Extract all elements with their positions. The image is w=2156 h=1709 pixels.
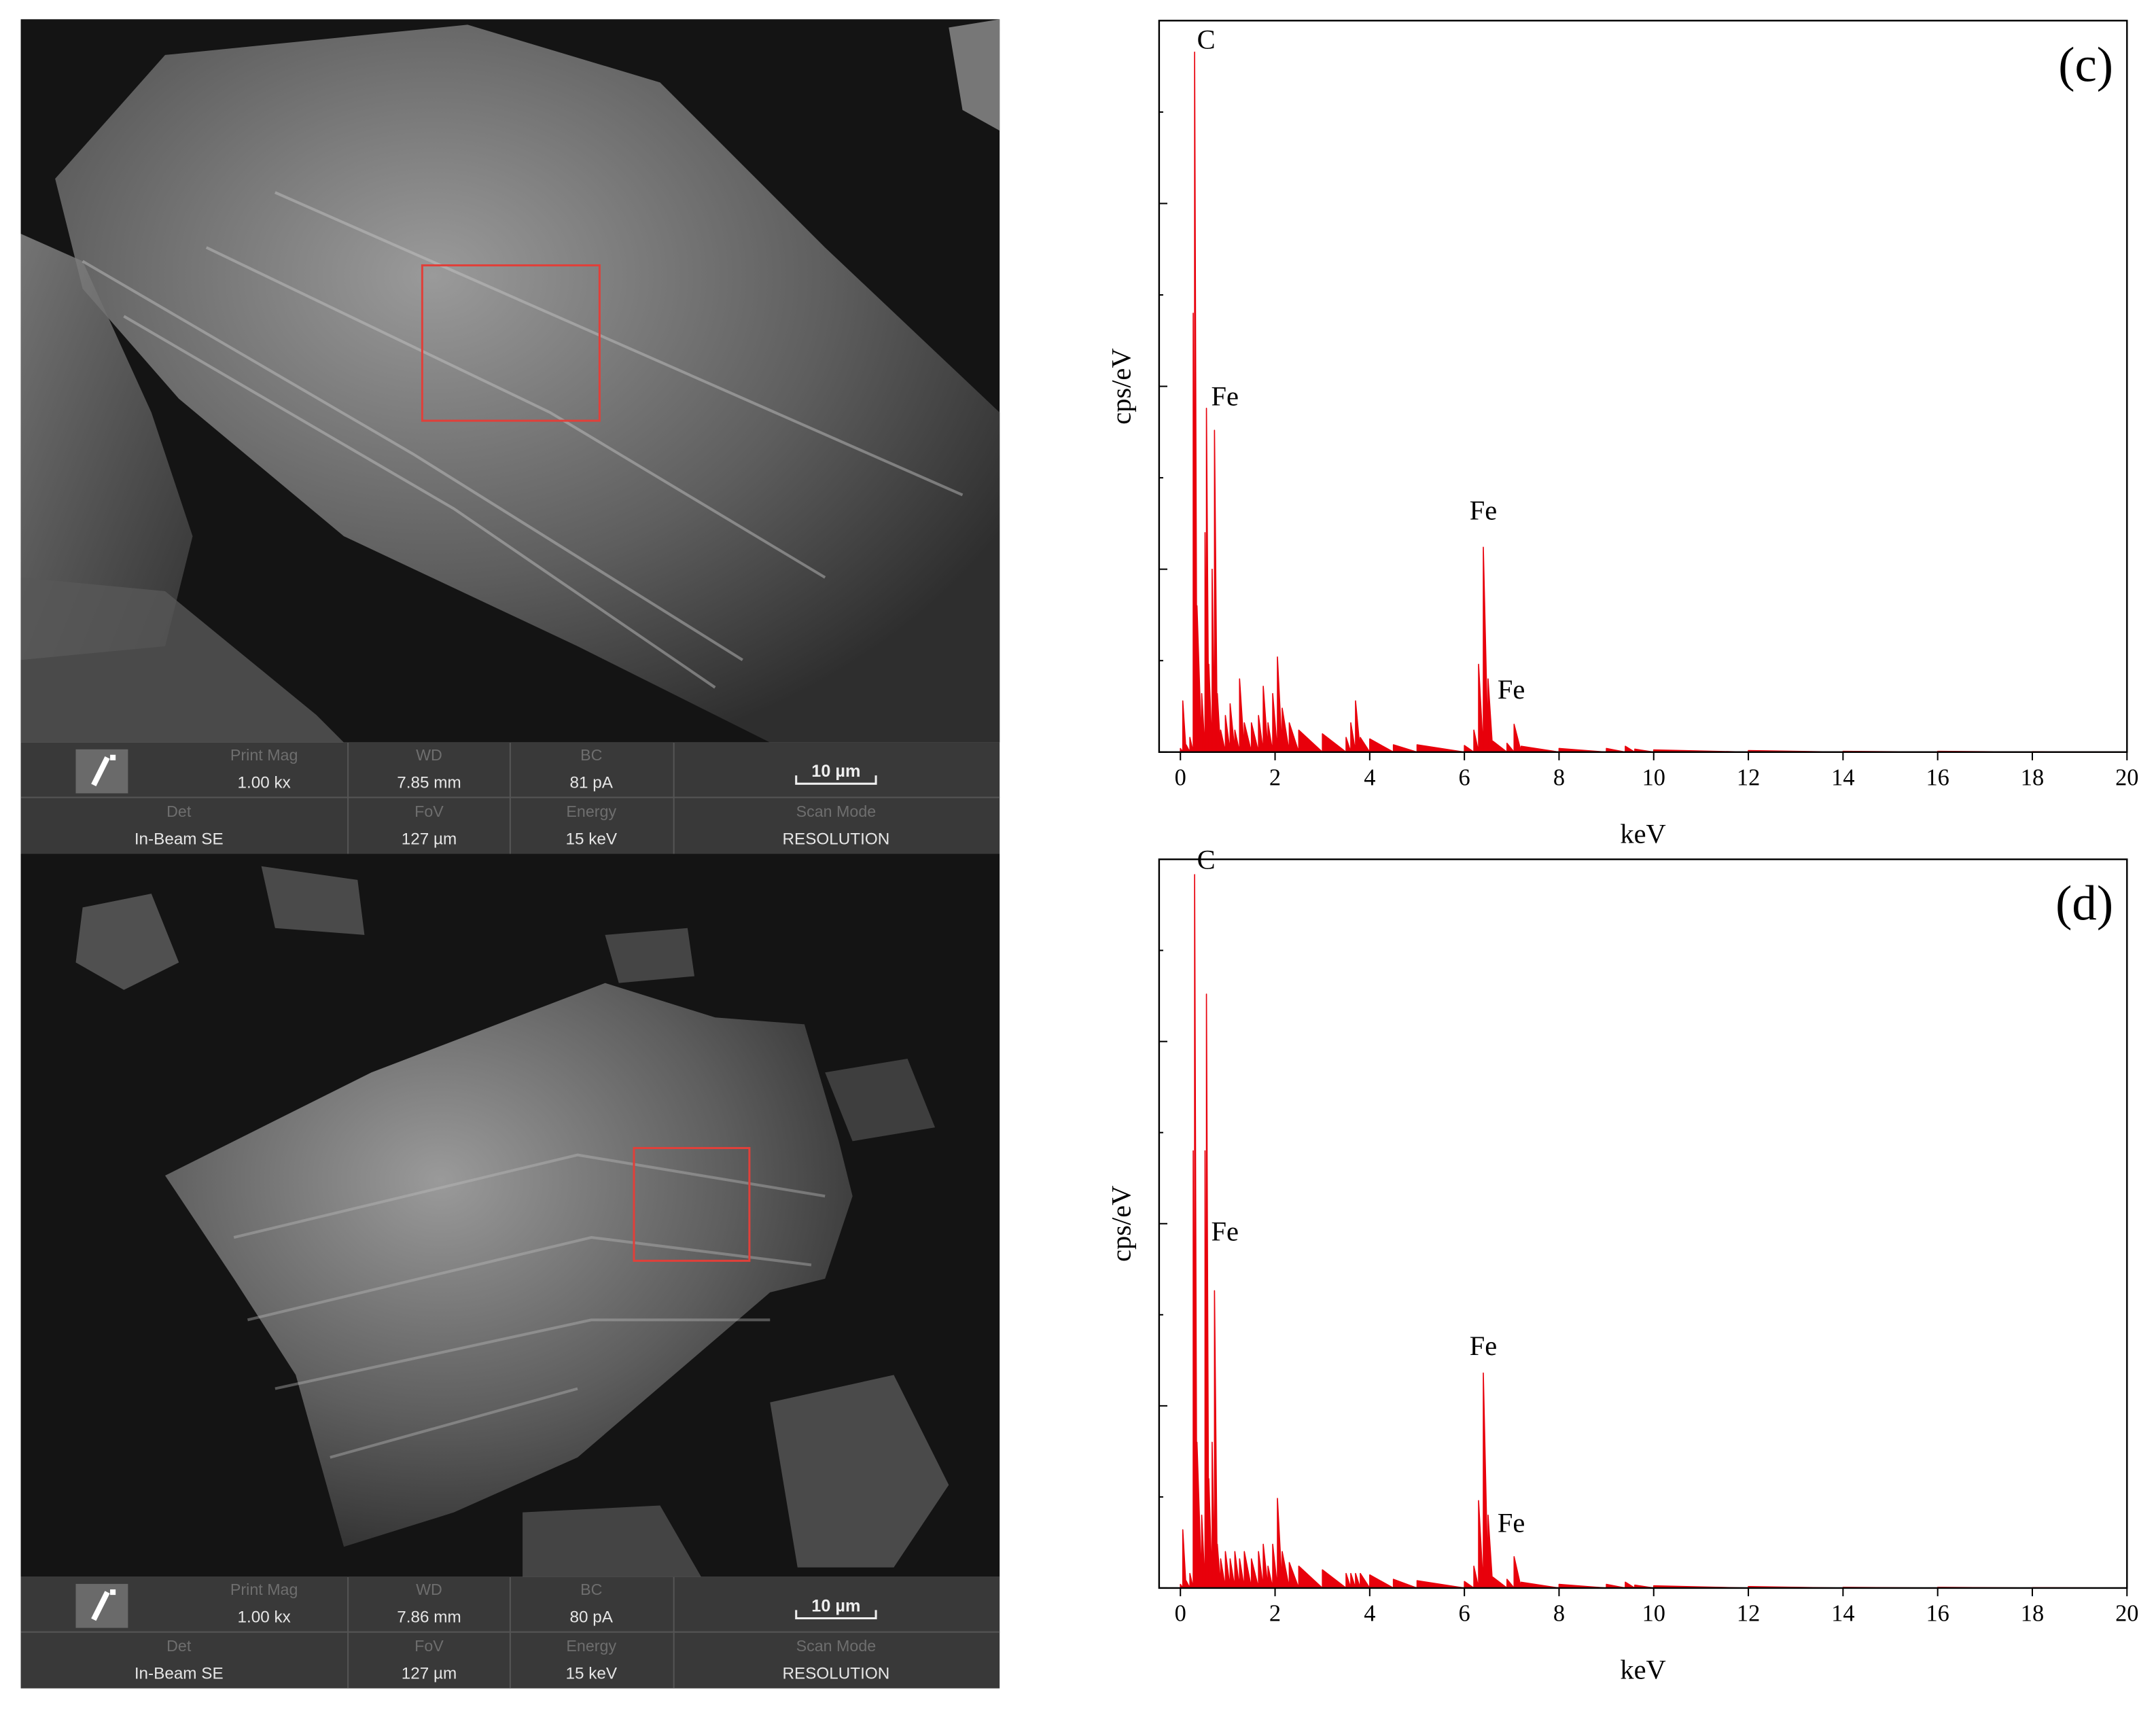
peak-label: C (1197, 24, 1216, 54)
info-label: FoV (414, 803, 444, 820)
x-tick-label: 18 (2021, 764, 2044, 790)
info-label: BC (580, 746, 602, 764)
info-value: 7.86 mm (397, 1608, 461, 1627)
x-tick-label: 14 (1831, 764, 1854, 790)
info-label: Energy (566, 803, 616, 820)
x-tick-label: 16 (1926, 1601, 1949, 1627)
info-value: RESOLUTION (783, 830, 890, 848)
x-tick-label: 6 (1459, 1601, 1470, 1627)
info-value: 81 pA (570, 773, 614, 792)
peak-label: Fe (1498, 1507, 1525, 1538)
info-label: Energy (566, 1637, 616, 1655)
x-tick-label: 0 (1175, 1601, 1186, 1627)
panel-label: (c) (2058, 37, 2113, 92)
x-tick-label: 0 (1175, 764, 1186, 790)
eds-chart: 0 2 4 6 8 10 12 14 16 18 20 keV cps/eV (c) C Fe Fe Fe (1106, 20, 2138, 849)
info-value: RESOLUTION (783, 1664, 890, 1682)
sem-info-bar: Print Mag 1.00 kx WD 7.85 mm BC 81 pA Det In-Be… (20, 742, 1000, 854)
x-tick-label: 2 (1269, 1601, 1281, 1627)
info-label: Det (166, 1637, 192, 1655)
peak-label: Fe (1211, 1216, 1238, 1246)
info-label: Print Mag (230, 1581, 298, 1598)
scale-bar (795, 775, 877, 785)
x-tick-label: 20 (2115, 764, 2138, 790)
panel-label: (d) (2055, 876, 2113, 931)
x-axis-label: keV (1620, 1654, 1665, 1685)
info-value: 1.00 kx (238, 1608, 291, 1627)
scale-bar (795, 1610, 877, 1619)
x-tick-label: 16 (1926, 764, 1949, 790)
info-label: WD (416, 1581, 442, 1598)
info-label: Scan Mode (796, 803, 877, 820)
info-label: Scan Mode (796, 1637, 877, 1655)
x-tick-label: 18 (2021, 1601, 2044, 1627)
plot-frame (1158, 20, 2128, 753)
logo-mark (91, 754, 116, 787)
logo-mark (91, 1589, 116, 1621)
x-tick-label: 6 (1459, 764, 1470, 790)
spectrum-area (1180, 874, 2128, 1589)
eds-chart: 0 2 4 6 8 10 12 14 16 18 20 keV cps/eV (d) C Fe Fe Fe (1106, 845, 2138, 1685)
y-axis-label: cps/eV (1106, 348, 1136, 424)
sem-image-b (20, 853, 1000, 1577)
x-tick-label: 12 (1737, 1601, 1760, 1627)
sem-image-a (20, 19, 1000, 743)
info-label: WD (416, 746, 442, 764)
x-tick-label: 8 (1553, 1601, 1565, 1627)
x-tick-label: 10 (1642, 764, 1665, 790)
x-tick-label: 4 (1364, 764, 1375, 790)
plot-frame (1158, 858, 2128, 1589)
peak-label: Fe (1470, 495, 1497, 525)
info-label: FoV (414, 1637, 444, 1655)
sem-info-bar: Print Mag 1.00 kx WD 7.86 mm BC 80 pA Det In-Be… (20, 1576, 1000, 1689)
info-label: Print Mag (230, 746, 298, 764)
x-axis-label: keV (1620, 818, 1665, 849)
info-value: 127 µm (402, 830, 457, 848)
x-tick-label: 14 (1831, 1601, 1854, 1627)
info-value: 7.85 mm (397, 773, 461, 792)
info-value: In-Beam SE (135, 1664, 224, 1682)
info-value: 15 keV (565, 830, 617, 848)
peak-label: Fe (1498, 674, 1525, 705)
spectrum-area (1180, 51, 2128, 753)
peak-label: Fe (1211, 381, 1238, 412)
info-value: 15 keV (565, 1664, 617, 1682)
x-tick-label: 2 (1269, 764, 1281, 790)
y-axis-label: cps/eV (1106, 1186, 1136, 1262)
x-tick-label: 4 (1364, 1601, 1375, 1627)
info-label: BC (580, 1581, 602, 1598)
x-tick-label: 10 (1642, 1601, 1665, 1627)
info-value: 1.00 kx (238, 773, 291, 792)
x-tick-label: 8 (1553, 764, 1565, 790)
x-tick-label: 12 (1737, 764, 1760, 790)
info-label: Det (166, 803, 192, 820)
x-tick-label: 20 (2115, 1601, 2138, 1627)
info-value: 80 pA (570, 1608, 614, 1627)
peak-label: C (1197, 845, 1216, 875)
info-value: 127 µm (402, 1664, 457, 1682)
peak-label: Fe (1470, 1331, 1497, 1361)
scale-bar-label: 10 µm (811, 762, 860, 781)
info-value: In-Beam SE (135, 830, 224, 848)
scale-bar-label: 10 µm (811, 1596, 860, 1615)
